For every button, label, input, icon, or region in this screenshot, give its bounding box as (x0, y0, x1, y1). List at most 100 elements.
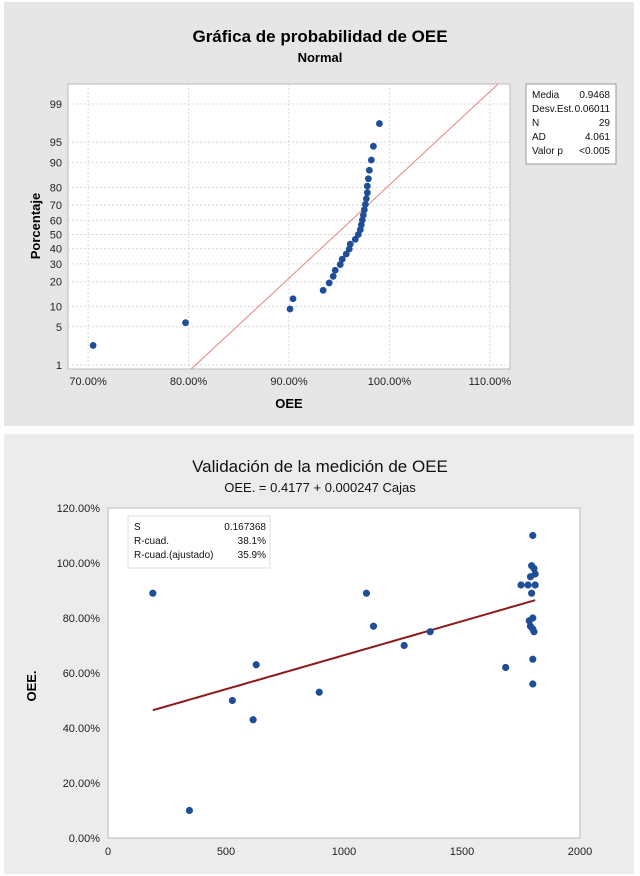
data-point (315, 688, 323, 696)
data-point (531, 581, 539, 589)
y-tick-label: 120.00% (57, 503, 101, 515)
stat-label: S (134, 522, 141, 533)
data-point (529, 680, 537, 688)
stats-box: Media 0.9468 Desv.Est. 0.06011 N 29 AD 4.061 Val… (525, 83, 617, 165)
x-tick-label: 80.00% (170, 376, 208, 388)
y-tick-label: 5 (56, 322, 62, 334)
stat-label: R-cuad. (134, 536, 169, 547)
x-axis-ticks: 0 500 1000 1500 2000 (105, 846, 592, 858)
y-axis-ticks: 0.00% 20.00% 40.00% 60.00% 80.00% 100.00% 120.… (57, 503, 101, 845)
data-points (149, 531, 539, 815)
y-tick-label: 30 (50, 259, 62, 271)
regression-plot-panel: Validación de la medición de OEE OEE. = … (4, 434, 634, 874)
data-point (364, 175, 372, 183)
data-point (338, 255, 346, 263)
y-tick-label: 50 (50, 230, 62, 242)
data-point (346, 240, 354, 248)
data-point (182, 319, 189, 327)
stat-value: 38.1% (238, 536, 266, 547)
x-tick-label: 110.00% (469, 376, 512, 388)
regression-plot-title: Validación de la medición de OEE (192, 457, 448, 476)
x-tick-label: 1500 (450, 846, 474, 858)
data-point (530, 628, 538, 636)
stat-value: 35.9% (238, 550, 266, 561)
data-point (331, 266, 339, 274)
data-point (325, 279, 333, 287)
stat-label: AD (532, 132, 546, 143)
y-tick-label: 99 (50, 99, 62, 111)
x-axis-label: OEE (275, 396, 303, 411)
data-point (363, 182, 371, 190)
probability-plot-panel: Gráfica de probabilidad de OEE Normal 1 5… (4, 2, 634, 426)
data-point (376, 120, 383, 127)
stat-value: 0.167368 (224, 522, 266, 533)
data-point (185, 806, 194, 815)
data-point (362, 589, 371, 597)
data-point (289, 295, 297, 303)
data-point (529, 531, 537, 540)
data-point (228, 696, 236, 705)
stat-label: Desv.Est. (532, 104, 574, 115)
x-axis-ticks: 70.00% 80.00% 90.00% 100.00% 110.00% (69, 376, 511, 388)
y-tick-label: 20.00% (63, 778, 101, 790)
x-tick-label: 500 (217, 846, 235, 858)
data-point (369, 622, 378, 630)
data-point (342, 250, 350, 258)
y-axis-ticks: 1 5 10 20 30 40 50 60 70 80 90 95 99 (50, 99, 62, 372)
data-point (329, 272, 337, 280)
data-point (252, 661, 260, 669)
y-tick-label: 20 (50, 277, 62, 289)
y-tick-label: 1 (56, 360, 62, 372)
data-point (286, 305, 294, 313)
data-point (149, 589, 157, 597)
data-point (524, 581, 532, 589)
data-point (361, 201, 369, 208)
probability-plot-title: Gráfica de probabilidad de OEE (192, 27, 447, 46)
y-axis-label: Porcentaje (28, 193, 43, 259)
data-point (362, 195, 370, 203)
regression-line (152, 599, 536, 712)
y-tick-label: 60.00% (63, 668, 101, 680)
x-tick-label: 2000 (568, 846, 592, 858)
y-tick-label: 80.00% (63, 613, 101, 625)
y-tick-label: 90 (50, 158, 62, 170)
plot-area (67, 83, 511, 370)
stat-value: 29 (599, 118, 611, 129)
stat-label: N (532, 118, 539, 129)
y-tick-label: 95 (50, 137, 62, 149)
data-point (360, 206, 368, 214)
data-point (365, 166, 373, 174)
data-point (249, 716, 257, 724)
y-tick-label: 10 (50, 301, 62, 313)
data-point (426, 628, 434, 636)
data-point (502, 663, 510, 672)
normal-fit-line (190, 83, 499, 370)
stat-value: 0.06011 (575, 104, 611, 115)
x-tick-label: 0 (105, 846, 111, 858)
data-point (529, 655, 537, 663)
stats-box: S 0.167368 R-cuad. 38.1% R-cuad.(ajustado) 35… (127, 515, 271, 569)
data-point (528, 589, 536, 597)
y-tick-label: 0.00% (69, 833, 100, 845)
data-point (369, 142, 377, 150)
y-tick-label: 70 (50, 200, 62, 212)
data-point (530, 564, 538, 573)
x-tick-label: 1000 (332, 846, 356, 858)
y-tick-label: 80 (50, 182, 62, 194)
data-point (531, 570, 539, 578)
y-tick-label: 60 (50, 215, 62, 227)
data-point (363, 189, 371, 197)
data-points (89, 120, 383, 349)
data-point (89, 342, 97, 349)
regression-plot-subtitle: OEE. = 0.4177 + 0.000247 Cajas (224, 480, 416, 495)
stat-value: 0.9468 (579, 90, 610, 101)
stat-value: <0.005 (579, 146, 610, 157)
y-tick-label: 100.00% (57, 558, 101, 570)
y-axis-label: OEE. (24, 670, 39, 701)
stat-label: Valor p (532, 146, 563, 157)
data-point (529, 614, 537, 622)
regression-plot: Validación de la medición de OEE OEE. = … (24, 457, 592, 858)
y-tick-label: 40 (50, 244, 62, 256)
data-point (336, 261, 344, 268)
data-point (400, 641, 408, 650)
